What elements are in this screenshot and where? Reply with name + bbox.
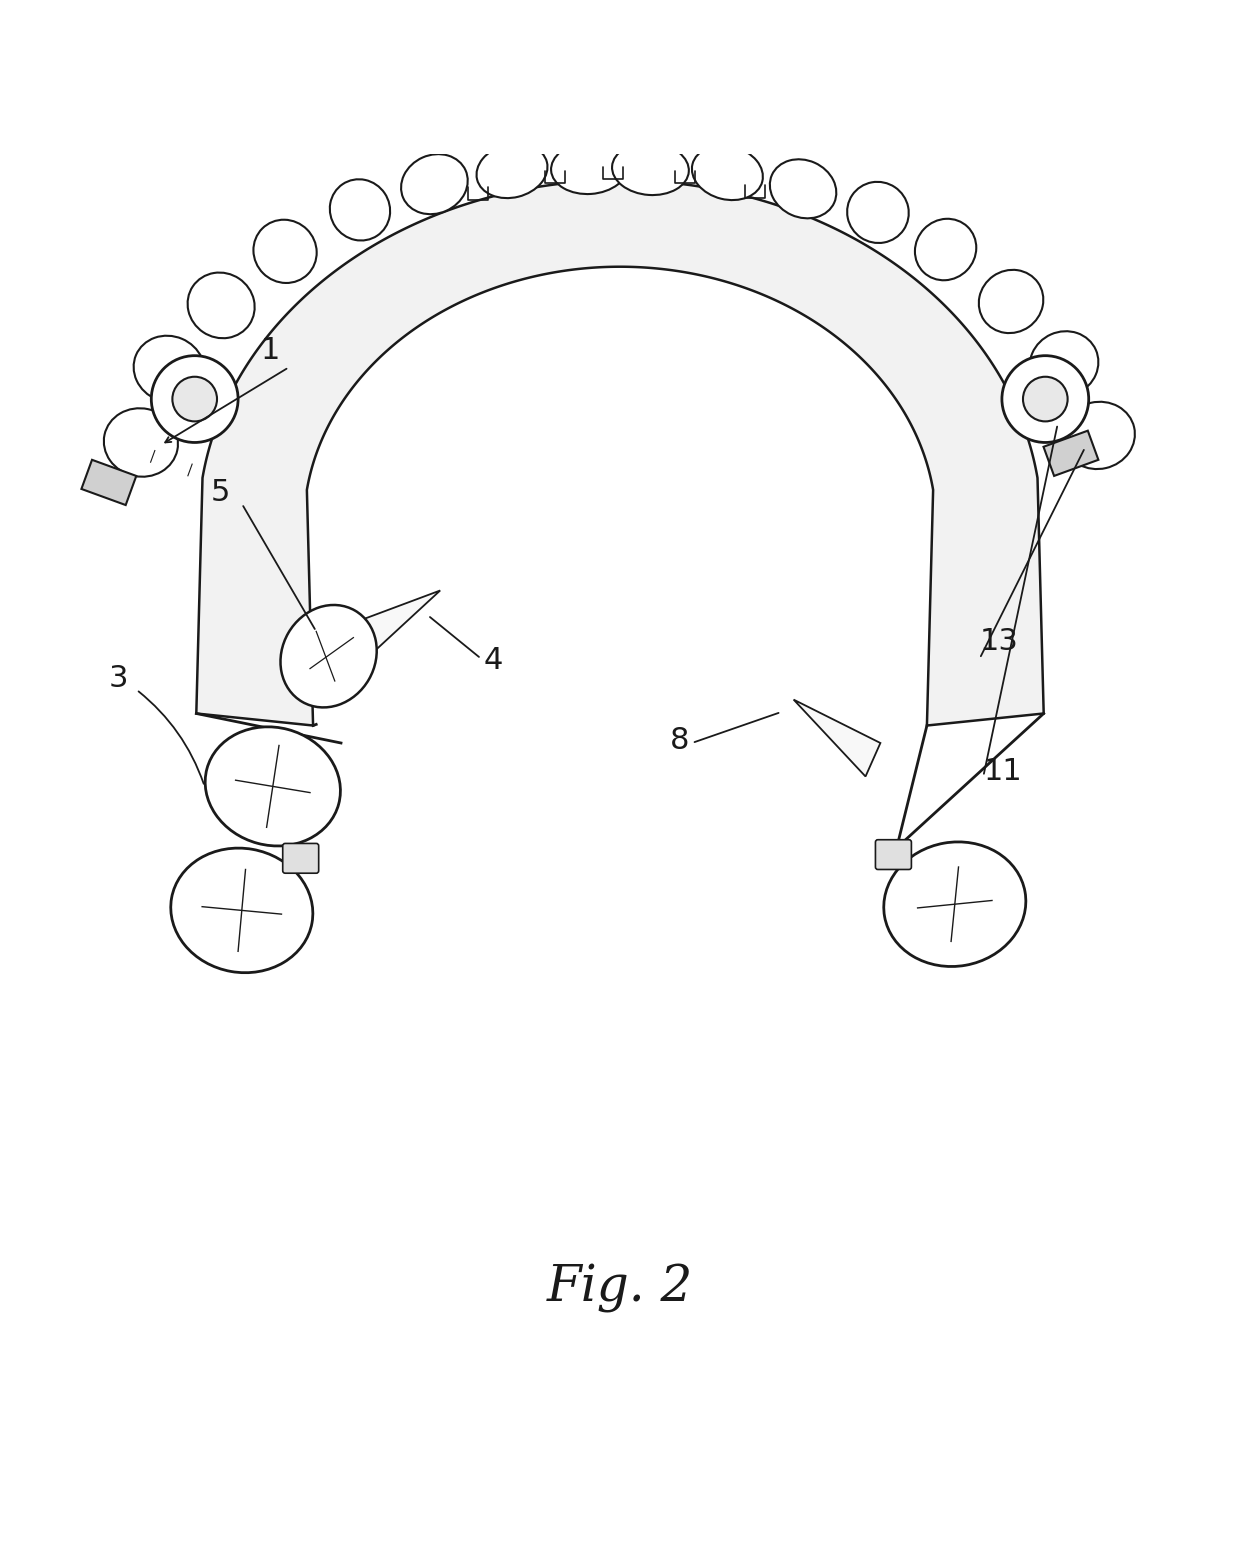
Bar	[82, 460, 136, 505]
Ellipse shape	[104, 409, 179, 477]
Polygon shape	[196, 180, 1044, 726]
Ellipse shape	[1029, 331, 1099, 396]
Text: 13: 13	[980, 627, 1018, 656]
Polygon shape	[794, 700, 880, 777]
Circle shape	[172, 376, 217, 421]
FancyBboxPatch shape	[283, 844, 319, 873]
Ellipse shape	[613, 142, 689, 195]
Ellipse shape	[187, 272, 254, 337]
Circle shape	[1023, 376, 1068, 421]
Circle shape	[1002, 356, 1089, 443]
Text: 4: 4	[484, 646, 503, 675]
Text: 5: 5	[211, 478, 231, 508]
Text: 3: 3	[109, 664, 129, 694]
Ellipse shape	[401, 155, 467, 214]
Text: 1: 1	[260, 336, 280, 365]
FancyBboxPatch shape	[875, 839, 911, 870]
Text: 11: 11	[983, 757, 1022, 786]
Ellipse shape	[205, 728, 341, 845]
Ellipse shape	[280, 605, 377, 707]
Text: Fig. 2: Fig. 2	[547, 1263, 693, 1313]
Ellipse shape	[692, 146, 763, 200]
Ellipse shape	[978, 269, 1043, 333]
Ellipse shape	[847, 181, 909, 243]
Polygon shape	[347, 590, 440, 666]
Ellipse shape	[171, 848, 312, 972]
Ellipse shape	[770, 159, 836, 218]
Text: 8: 8	[670, 726, 689, 755]
Circle shape	[151, 356, 238, 443]
Ellipse shape	[476, 144, 548, 198]
Ellipse shape	[551, 142, 627, 194]
Ellipse shape	[1061, 402, 1135, 469]
Bar	[1044, 430, 1099, 475]
Ellipse shape	[884, 842, 1025, 966]
Ellipse shape	[915, 218, 976, 280]
Ellipse shape	[253, 220, 316, 283]
Ellipse shape	[134, 336, 205, 402]
Ellipse shape	[330, 180, 391, 240]
